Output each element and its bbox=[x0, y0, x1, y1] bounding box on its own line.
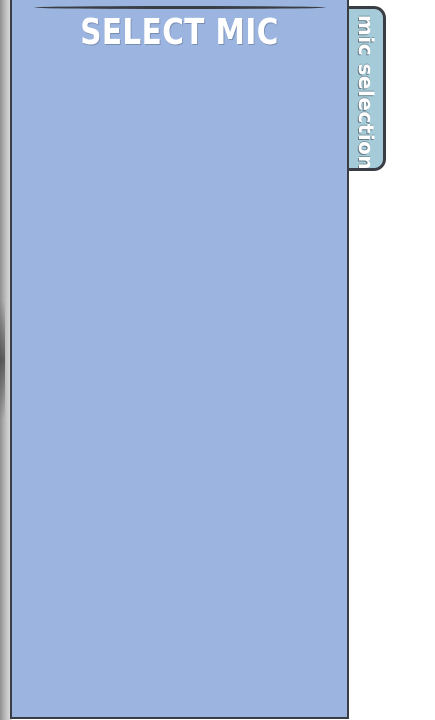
mic-selection-tab-label: mic selection bbox=[354, 15, 378, 171]
mic-select-panel: SELECT MIC bbox=[10, 0, 349, 719]
left-edge-shadow bbox=[0, 0, 12, 720]
mic-selection-tab[interactable]: mic selection bbox=[347, 6, 386, 171]
panel-top-divider bbox=[34, 6, 326, 9]
panel-title: SELECT MIC bbox=[80, 12, 279, 53]
